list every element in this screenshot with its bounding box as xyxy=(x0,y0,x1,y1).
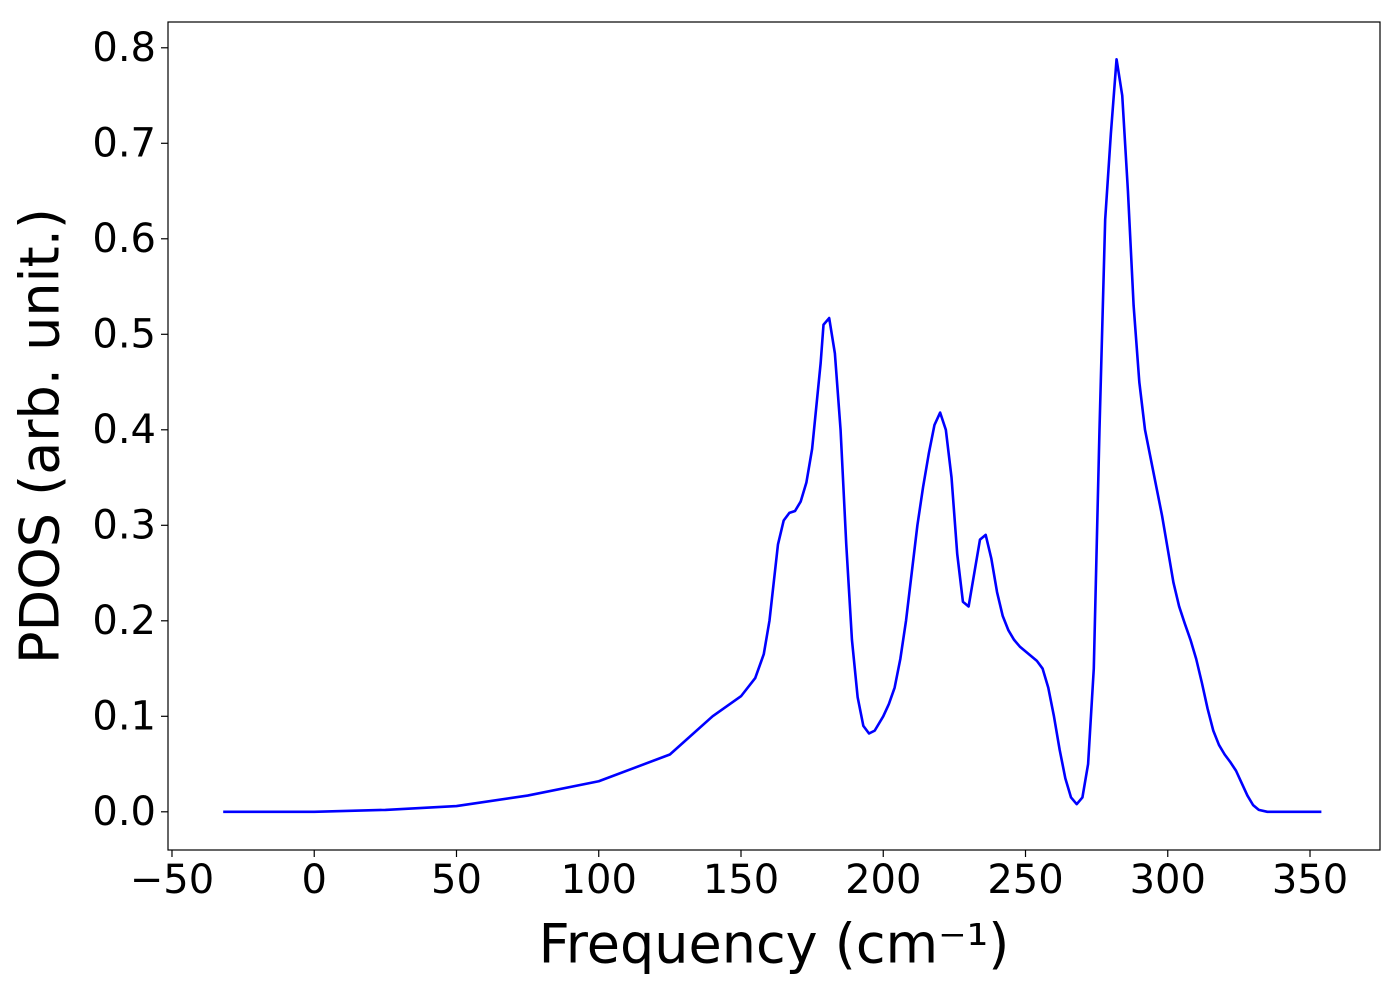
y-tick-label: 0.3 xyxy=(92,502,156,548)
x-tick-label: 350 xyxy=(1272,857,1348,903)
x-tick-label: 250 xyxy=(987,857,1063,903)
data-line xyxy=(223,57,1322,814)
x-tick-label: 100 xyxy=(561,857,637,903)
x-tick-label: 0 xyxy=(302,857,327,903)
y-tick-label: 0.8 xyxy=(92,25,156,71)
y-tick-label: 0.1 xyxy=(92,693,156,739)
y-tick-label: 0.7 xyxy=(92,120,156,166)
x-tick-label: 150 xyxy=(703,857,779,903)
x-tick-label: 50 xyxy=(431,857,482,903)
y-tick-label: 0.5 xyxy=(92,311,156,357)
x-axis-label: Frequency (cm⁻¹) xyxy=(539,913,1010,976)
y-tick-label: 0.0 xyxy=(92,789,156,835)
y-tick-label: 0.6 xyxy=(92,216,156,262)
x-tick-label: −50 xyxy=(130,857,214,903)
x-tick-label: 300 xyxy=(1130,857,1206,903)
x-tick-label: 200 xyxy=(845,857,921,903)
y-tick-label: 0.2 xyxy=(92,598,156,644)
y-tick-label: 0.4 xyxy=(92,407,156,453)
plot-frame xyxy=(167,21,1381,851)
y-axis-label: PDOS (arb. unit.) xyxy=(9,208,72,664)
